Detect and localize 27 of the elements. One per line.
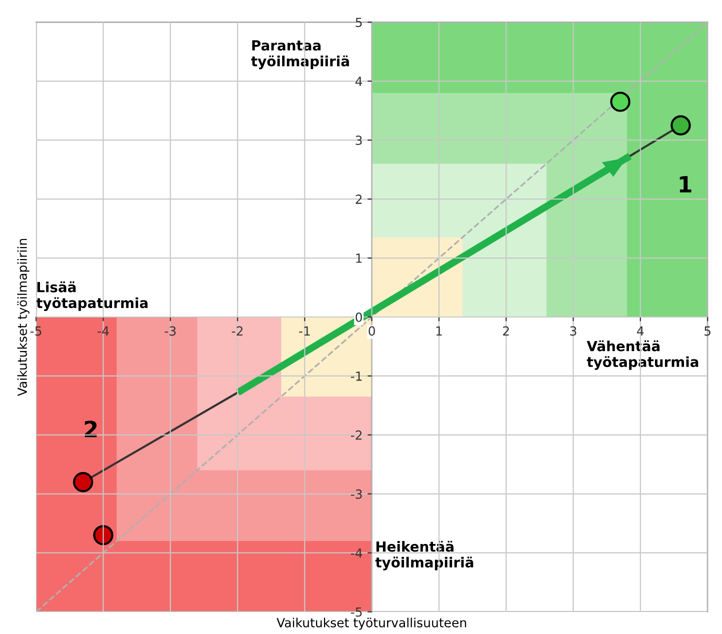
y-tick-label: -2 — [350, 430, 362, 440]
x-tick-label: 0 — [368, 326, 375, 336]
x-axis-title: Vaikutukset työturvallisuuteen — [276, 618, 466, 630]
x-tick-label: 1 — [436, 326, 442, 336]
x-tick-label: -4 — [98, 326, 109, 336]
annotation: Lisää työtapaturmia — [36, 281, 148, 311]
y-tick-label: 5 — [356, 18, 362, 28]
y-tick-label: 0 — [356, 312, 362, 322]
y-tick-label: 2 — [356, 194, 362, 204]
x-tick-label: 4 — [637, 326, 644, 336]
x-tick-label: -1 — [299, 326, 310, 336]
x-tick-label: 5 — [704, 326, 710, 336]
y-tick-label: -3 — [350, 489, 362, 499]
annotation: Vähentää työtapaturmia — [586, 340, 698, 370]
x-tick-label: 3 — [570, 326, 576, 336]
annotation: 1 — [680, 176, 692, 192]
annotation: Heikentää työilmapiiriä — [375, 540, 474, 570]
y-tick-label: 1 — [356, 254, 362, 263]
y-tick-label: 3 — [356, 136, 362, 146]
y-axis-title: Vaikutukset työilmapiiriin — [17, 238, 30, 396]
y-tick-label: 4 — [355, 76, 362, 86]
y-tick-label: -4 — [350, 548, 362, 558]
y-tick-label: -1 — [350, 372, 362, 381]
annotation: Parantaa työilmapiiriä — [251, 40, 349, 70]
x-tick-label: -2 — [232, 326, 243, 336]
x-tick-label: -3 — [164, 326, 176, 336]
x-tick-label: 2 — [503, 326, 509, 336]
